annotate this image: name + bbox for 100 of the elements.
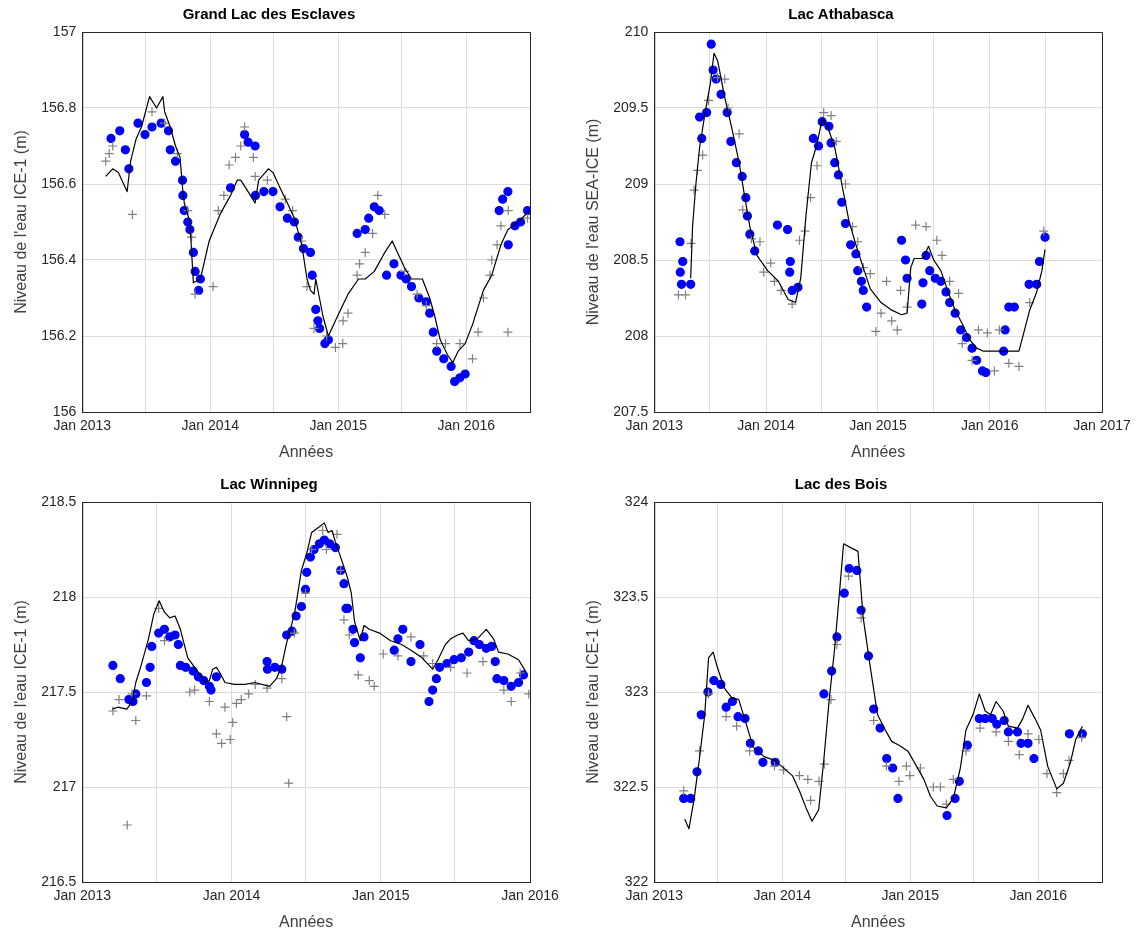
y-axis-title: Niveau de l'eau SEA-ICE (m): [584, 118, 602, 326]
point: [787, 298, 798, 310]
point: [769, 761, 780, 772]
point: [992, 719, 1002, 729]
point: [721, 711, 732, 722]
y-tick-label: 156: [52, 402, 77, 419]
point: [478, 292, 489, 304]
y-tick-label: 322.5: [613, 777, 649, 794]
point: [694, 745, 705, 756]
point: [113, 694, 125, 705]
point: [218, 190, 229, 201]
y-tick-label: 208.5: [613, 250, 649, 267]
x-tick-label: Jan 2014: [181, 417, 240, 434]
y-tick-label: 207.5: [613, 402, 649, 419]
point: [301, 281, 313, 292]
point: [1012, 727, 1023, 737]
point: [904, 770, 915, 781]
point: [184, 686, 195, 698]
chart-title: Lac Athabasca: [788, 5, 895, 23]
point: [473, 327, 484, 338]
x-tick-label: Jan 2015: [881, 887, 940, 904]
point: [754, 236, 766, 247]
chart-title: Lac Winnipeg: [220, 475, 318, 493]
point: [920, 221, 932, 232]
y-tick-label: 216.5: [41, 872, 77, 889]
point: [352, 270, 363, 281]
x-tick-label: Jan 2013: [625, 417, 684, 434]
point: [1023, 738, 1033, 748]
point: [207, 281, 219, 292]
point: [966, 355, 978, 366]
point: [936, 250, 948, 261]
point: [697, 150, 708, 161]
point: [189, 685, 200, 696]
point: [235, 140, 246, 152]
x-tick-label: Jan 2014: [737, 417, 796, 434]
point: [825, 110, 837, 121]
point: [190, 289, 201, 300]
point: [680, 289, 691, 301]
y-tick-label: 324: [624, 492, 649, 509]
chart-title: Lac des Bois: [794, 475, 888, 493]
point: [331, 529, 343, 540]
point: [506, 696, 517, 707]
point: [882, 753, 892, 764]
point: [915, 762, 926, 774]
x-tick-label: Jan 2013: [53, 887, 112, 904]
point: [973, 324, 984, 336]
point: [1029, 753, 1039, 764]
y-tick-label: 217.5: [41, 682, 77, 699]
point: [811, 160, 823, 171]
point: [935, 781, 946, 793]
point: [338, 315, 349, 326]
y-tick-label: 156.8: [41, 98, 77, 115]
point: [928, 781, 939, 793]
point: [1022, 728, 1034, 739]
point: [765, 257, 776, 269]
point: [224, 159, 235, 171]
point: [1003, 727, 1013, 737]
x-axis-title: Années: [850, 442, 906, 460]
point: [495, 220, 506, 231]
point: [461, 667, 473, 679]
point: [901, 761, 912, 772]
point: [1041, 768, 1053, 779]
point: [454, 338, 465, 349]
x-tick-label: Jan 2017: [1073, 417, 1132, 434]
point: [840, 178, 851, 190]
x-tick-label: Jan 2015: [849, 417, 907, 434]
x-axis-title: Années: [278, 912, 334, 930]
point: [744, 745, 755, 756]
y-tick-label: 323.5: [613, 587, 649, 604]
point: [709, 676, 719, 686]
point: [1016, 738, 1026, 748]
point: [776, 285, 787, 296]
point: [727, 696, 738, 707]
point: [107, 140, 118, 152]
point: [875, 723, 885, 733]
point: [875, 308, 887, 319]
point: [338, 614, 350, 625]
point: [910, 219, 921, 231]
point: [1063, 755, 1075, 766]
x-tick-label: Jan 2016: [961, 417, 1019, 434]
point: [146, 106, 158, 117]
point: [839, 588, 849, 598]
point: [991, 726, 1002, 737]
point: [941, 799, 952, 810]
x-axis-title: Années: [850, 912, 906, 930]
point: [353, 669, 364, 680]
point: [892, 324, 903, 336]
y-tick-label: 210: [624, 22, 649, 39]
point: [219, 702, 231, 713]
point: [831, 639, 843, 650]
point: [843, 571, 854, 582]
y-tick-label: 208: [624, 326, 649, 343]
point: [974, 723, 986, 734]
point: [819, 689, 829, 699]
point: [344, 629, 355, 641]
y-tick-label: 209.5: [613, 98, 649, 115]
x-tick-label: Jan 2013: [53, 417, 112, 434]
point: [994, 324, 1005, 336]
y-tick-label: 218: [52, 587, 77, 604]
y-tick-label: 156.2: [41, 326, 77, 343]
